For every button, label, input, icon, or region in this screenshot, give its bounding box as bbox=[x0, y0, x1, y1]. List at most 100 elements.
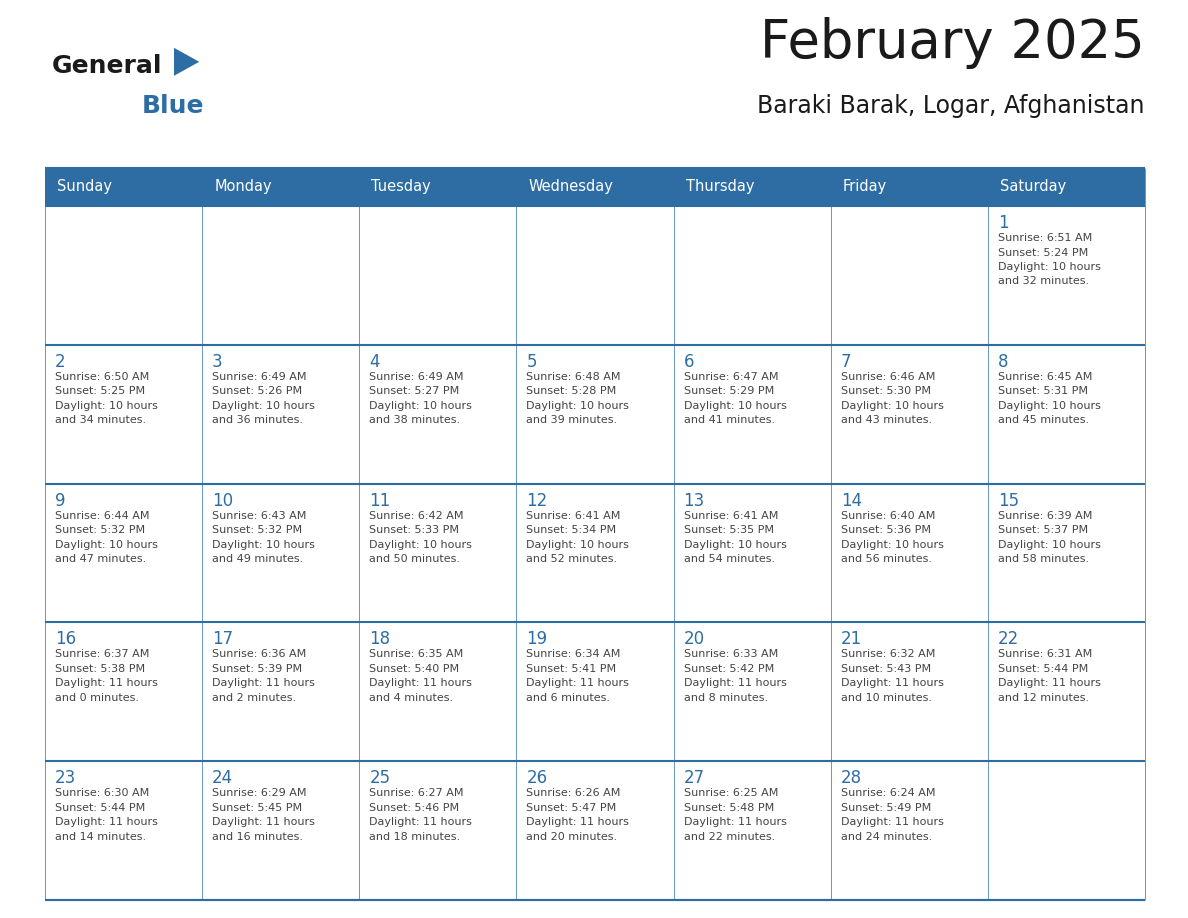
Text: February 2025: February 2025 bbox=[760, 17, 1145, 69]
Text: Sunrise: 6:41 AM: Sunrise: 6:41 AM bbox=[683, 510, 778, 521]
Text: 2: 2 bbox=[55, 353, 65, 371]
Text: Sunrise: 6:44 AM: Sunrise: 6:44 AM bbox=[55, 510, 150, 521]
Bar bbox=[45, 484, 1145, 622]
Text: 8: 8 bbox=[998, 353, 1009, 371]
Text: Sunset: 5:41 PM: Sunset: 5:41 PM bbox=[526, 664, 617, 674]
Text: and 58 minutes.: and 58 minutes. bbox=[998, 554, 1089, 564]
Text: Sunrise: 6:25 AM: Sunrise: 6:25 AM bbox=[683, 789, 778, 798]
Text: Sunrise: 6:41 AM: Sunrise: 6:41 AM bbox=[526, 510, 621, 521]
Text: 1: 1 bbox=[998, 214, 1009, 232]
Text: and 4 minutes.: and 4 minutes. bbox=[369, 693, 454, 703]
Text: Sunset: 5:44 PM: Sunset: 5:44 PM bbox=[55, 802, 145, 812]
Text: and 54 minutes.: and 54 minutes. bbox=[683, 554, 775, 564]
Text: Daylight: 10 hours: Daylight: 10 hours bbox=[369, 540, 472, 550]
Bar bbox=[45, 345, 1145, 484]
Text: Sunrise: 6:24 AM: Sunrise: 6:24 AM bbox=[841, 789, 935, 798]
Text: Sunset: 5:29 PM: Sunset: 5:29 PM bbox=[683, 386, 773, 397]
Text: Daylight: 11 hours: Daylight: 11 hours bbox=[213, 678, 315, 688]
Text: Sunrise: 6:33 AM: Sunrise: 6:33 AM bbox=[683, 649, 778, 659]
Text: 16: 16 bbox=[55, 631, 76, 648]
Text: Sunrise: 6:36 AM: Sunrise: 6:36 AM bbox=[213, 649, 307, 659]
Text: Sunrise: 6:51 AM: Sunrise: 6:51 AM bbox=[998, 233, 1092, 243]
Text: and 34 minutes.: and 34 minutes. bbox=[55, 415, 146, 425]
Text: Daylight: 10 hours: Daylight: 10 hours bbox=[55, 401, 158, 410]
Text: Sunrise: 6:27 AM: Sunrise: 6:27 AM bbox=[369, 789, 463, 798]
Text: Daylight: 10 hours: Daylight: 10 hours bbox=[369, 401, 472, 410]
Text: and 20 minutes.: and 20 minutes. bbox=[526, 832, 618, 842]
Bar bbox=[45, 761, 1145, 900]
Text: Sunset: 5:44 PM: Sunset: 5:44 PM bbox=[998, 664, 1088, 674]
Text: Daylight: 10 hours: Daylight: 10 hours bbox=[841, 540, 943, 550]
Text: and 43 minutes.: and 43 minutes. bbox=[841, 415, 931, 425]
Text: and 0 minutes.: and 0 minutes. bbox=[55, 693, 139, 703]
Text: and 47 minutes.: and 47 minutes. bbox=[55, 554, 146, 564]
Text: Sunrise: 6:42 AM: Sunrise: 6:42 AM bbox=[369, 510, 463, 521]
Text: Daylight: 10 hours: Daylight: 10 hours bbox=[213, 401, 315, 410]
Text: 23: 23 bbox=[55, 769, 76, 788]
Text: Daylight: 10 hours: Daylight: 10 hours bbox=[998, 262, 1101, 272]
Text: and 10 minutes.: and 10 minutes. bbox=[841, 693, 931, 703]
Text: Sunset: 5:39 PM: Sunset: 5:39 PM bbox=[213, 664, 302, 674]
Text: and 41 minutes.: and 41 minutes. bbox=[683, 415, 775, 425]
Text: Sunset: 5:28 PM: Sunset: 5:28 PM bbox=[526, 386, 617, 397]
Text: and 56 minutes.: and 56 minutes. bbox=[841, 554, 931, 564]
Text: 7: 7 bbox=[841, 353, 852, 371]
Text: Daylight: 11 hours: Daylight: 11 hours bbox=[369, 817, 472, 827]
Text: Daylight: 11 hours: Daylight: 11 hours bbox=[369, 678, 472, 688]
Text: Sunset: 5:45 PM: Sunset: 5:45 PM bbox=[213, 802, 302, 812]
Text: Sunset: 5:38 PM: Sunset: 5:38 PM bbox=[55, 664, 145, 674]
Text: and 32 minutes.: and 32 minutes. bbox=[998, 276, 1089, 286]
Text: Sunrise: 6:43 AM: Sunrise: 6:43 AM bbox=[213, 510, 307, 521]
Text: Sunset: 5:46 PM: Sunset: 5:46 PM bbox=[369, 802, 460, 812]
Text: Sunrise: 6:30 AM: Sunrise: 6:30 AM bbox=[55, 789, 150, 798]
Text: Wednesday: Wednesday bbox=[529, 180, 613, 195]
Text: Sunset: 5:25 PM: Sunset: 5:25 PM bbox=[55, 386, 145, 397]
Text: Daylight: 10 hours: Daylight: 10 hours bbox=[213, 540, 315, 550]
Text: Sunset: 5:33 PM: Sunset: 5:33 PM bbox=[369, 525, 460, 535]
Text: Baraki Barak, Logar, Afghanistan: Baraki Barak, Logar, Afghanistan bbox=[758, 94, 1145, 118]
Text: Blue: Blue bbox=[143, 94, 204, 118]
Text: Sunrise: 6:47 AM: Sunrise: 6:47 AM bbox=[683, 372, 778, 382]
Text: Sunset: 5:36 PM: Sunset: 5:36 PM bbox=[841, 525, 930, 535]
Text: Daylight: 11 hours: Daylight: 11 hours bbox=[213, 817, 315, 827]
Text: 19: 19 bbox=[526, 631, 548, 648]
Text: Sunrise: 6:39 AM: Sunrise: 6:39 AM bbox=[998, 510, 1092, 521]
Text: 4: 4 bbox=[369, 353, 380, 371]
Text: Sunset: 5:43 PM: Sunset: 5:43 PM bbox=[841, 664, 931, 674]
Bar bbox=[45, 168, 1145, 206]
Text: Sunrise: 6:40 AM: Sunrise: 6:40 AM bbox=[841, 510, 935, 521]
Text: 13: 13 bbox=[683, 492, 704, 509]
Text: Sunrise: 6:49 AM: Sunrise: 6:49 AM bbox=[369, 372, 463, 382]
Text: Sunset: 5:24 PM: Sunset: 5:24 PM bbox=[998, 248, 1088, 258]
Text: Sunrise: 6:46 AM: Sunrise: 6:46 AM bbox=[841, 372, 935, 382]
Text: Sunset: 5:32 PM: Sunset: 5:32 PM bbox=[55, 525, 145, 535]
Text: 20: 20 bbox=[683, 631, 704, 648]
Text: Daylight: 11 hours: Daylight: 11 hours bbox=[841, 678, 943, 688]
Text: Sunrise: 6:45 AM: Sunrise: 6:45 AM bbox=[998, 372, 1092, 382]
Text: Daylight: 10 hours: Daylight: 10 hours bbox=[998, 401, 1101, 410]
Text: Sunset: 5:35 PM: Sunset: 5:35 PM bbox=[683, 525, 773, 535]
Text: Sunset: 5:42 PM: Sunset: 5:42 PM bbox=[683, 664, 773, 674]
Text: and 18 minutes.: and 18 minutes. bbox=[369, 832, 461, 842]
Text: Daylight: 11 hours: Daylight: 11 hours bbox=[683, 678, 786, 688]
Text: Friday: Friday bbox=[842, 180, 887, 195]
Text: 22: 22 bbox=[998, 631, 1019, 648]
Text: 17: 17 bbox=[213, 631, 233, 648]
Text: 21: 21 bbox=[841, 631, 862, 648]
Text: 11: 11 bbox=[369, 492, 391, 509]
Text: Daylight: 10 hours: Daylight: 10 hours bbox=[526, 401, 630, 410]
Text: and 12 minutes.: and 12 minutes. bbox=[998, 693, 1089, 703]
Text: Sunset: 5:37 PM: Sunset: 5:37 PM bbox=[998, 525, 1088, 535]
Text: 24: 24 bbox=[213, 769, 233, 788]
Text: and 52 minutes.: and 52 minutes. bbox=[526, 554, 618, 564]
Text: Monday: Monday bbox=[214, 180, 272, 195]
Text: Daylight: 10 hours: Daylight: 10 hours bbox=[998, 540, 1101, 550]
Text: and 16 minutes.: and 16 minutes. bbox=[213, 832, 303, 842]
Text: Sunrise: 6:26 AM: Sunrise: 6:26 AM bbox=[526, 789, 621, 798]
Text: Sunrise: 6:29 AM: Sunrise: 6:29 AM bbox=[213, 789, 307, 798]
Text: 27: 27 bbox=[683, 769, 704, 788]
Text: and 45 minutes.: and 45 minutes. bbox=[998, 415, 1089, 425]
Text: Daylight: 11 hours: Daylight: 11 hours bbox=[841, 817, 943, 827]
Text: Daylight: 10 hours: Daylight: 10 hours bbox=[55, 540, 158, 550]
Text: Sunday: Sunday bbox=[57, 180, 112, 195]
